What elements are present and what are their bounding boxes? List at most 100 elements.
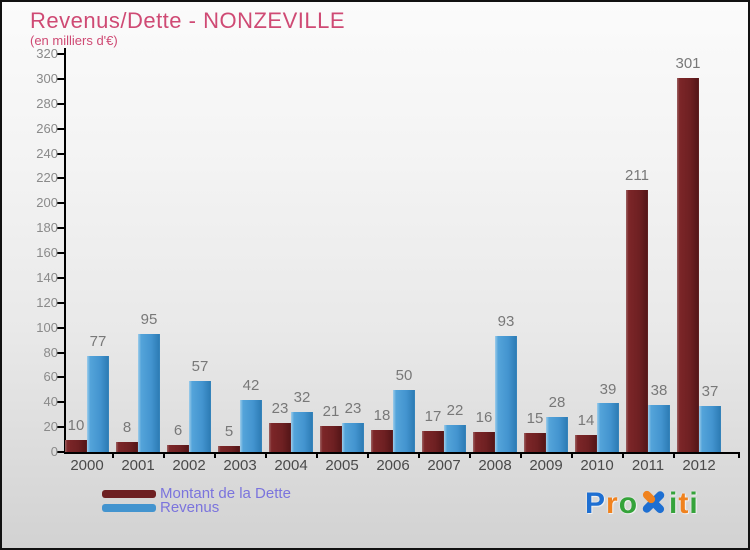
- logo-letter: o: [618, 487, 639, 520]
- x-axis-label: 2007: [427, 457, 461, 474]
- x-axis-label: 2011: [631, 457, 665, 474]
- x-axis-tick: [265, 454, 267, 458]
- bar-value-label: 23: [344, 400, 362, 418]
- x-axis-label: 2006: [376, 457, 410, 474]
- x-axis-label: 2010: [580, 457, 614, 474]
- bar-revenus-2002: [189, 381, 211, 452]
- x-axis-tick: [163, 454, 165, 458]
- bar-revenus-2003: [240, 399, 262, 452]
- bar-revenus-2010: [597, 403, 619, 452]
- bar-value-label: 28: [548, 394, 566, 412]
- legend-swatch-dette: [102, 490, 156, 498]
- bar-value-label: 8: [122, 419, 132, 437]
- bar-dette-2000: [65, 439, 87, 452]
- y-axis-tick-label: 60: [43, 369, 58, 385]
- bar-dette-2003: [218, 445, 240, 452]
- y-axis-tick-label: 40: [43, 394, 58, 410]
- x-axis-label: 2003: [223, 457, 257, 474]
- y-axis-tick-label: 140: [36, 269, 58, 285]
- logo-letter: i: [689, 487, 699, 520]
- bar-value-label: 22: [446, 401, 464, 419]
- y-axis-tick-label: 180: [36, 220, 58, 236]
- legend-label-dette: Montant de la Dette: [160, 485, 291, 502]
- y-axis-tick: [57, 276, 64, 279]
- y-axis-tick: [57, 127, 64, 130]
- bar-value-label: 37: [701, 382, 719, 400]
- bar-revenus-2005: [342, 423, 364, 452]
- legend-label-revenus: Revenus: [160, 499, 220, 516]
- logo-letter: t: [678, 487, 690, 520]
- x-axis-tick: [622, 454, 624, 458]
- x-axis-label: 2001: [121, 457, 155, 474]
- y-axis-tick-label: 100: [36, 319, 58, 335]
- bar-value-label: 10: [67, 416, 85, 434]
- bar-value-label: 15: [526, 410, 544, 428]
- x-axis-label: 2005: [325, 457, 359, 474]
- y-axis-tick: [57, 376, 64, 379]
- logo-letter: P: [585, 487, 607, 520]
- y-axis-tick: [57, 351, 64, 354]
- bar-value-label: 23: [271, 400, 289, 418]
- x-axis-tick: [367, 454, 369, 458]
- x-axis-tick: [673, 454, 675, 458]
- bar-revenus-2012: [699, 405, 721, 452]
- x-axis-tick: [214, 454, 216, 458]
- legend-swatch-revenus: [102, 504, 156, 512]
- bar-revenus-2004: [291, 412, 313, 452]
- bar-dette-2005: [320, 425, 342, 452]
- bar-value-label: 39: [599, 380, 617, 398]
- bar-value-label: 17: [424, 407, 442, 425]
- logo-letter-x: [640, 488, 667, 515]
- bar-revenus-2007: [444, 424, 466, 452]
- bar-value-label: 93: [497, 313, 515, 331]
- bar-value-label: 50: [395, 366, 413, 384]
- x-axis-label: 2012: [682, 457, 716, 474]
- y-axis-tick: [57, 252, 64, 254]
- y-axis-tick-label: 80: [43, 344, 58, 360]
- y-axis-tick-label: 280: [36, 95, 58, 111]
- bar-value-label: 5: [224, 422, 234, 440]
- x-axis: [64, 452, 740, 454]
- y-axis-tick-label: 240: [36, 145, 58, 161]
- bar-dette-2008: [473, 432, 495, 452]
- bar-dette-2011: [626, 189, 648, 452]
- y-axis-tick-label: 160: [36, 245, 58, 260]
- y-axis-tick-label: 200: [36, 195, 58, 211]
- x-axis-tick: [418, 454, 420, 458]
- bar-dette-2002: [167, 444, 189, 452]
- y-axis-tick: [57, 227, 64, 230]
- x-axis-label: 2000: [70, 457, 104, 474]
- y-axis-tick-label: 0: [50, 444, 58, 459]
- bar-revenus-2006: [393, 389, 415, 452]
- bar-value-label: 211: [625, 166, 649, 184]
- y-axis-tick: [57, 53, 64, 55]
- y-axis-tick: [57, 202, 64, 205]
- y-axis-tick-label: 300: [36, 70, 58, 86]
- bar-value-label: 16: [475, 409, 493, 427]
- y-axis-tick: [57, 102, 64, 105]
- y-axis-tick-label: 220: [36, 170, 58, 186]
- y-axis-tick: [57, 152, 64, 155]
- bar-value-label: 301: [675, 54, 701, 72]
- chart-title: Revenus/Dette - NONZEVILLE: [30, 8, 346, 33]
- bar-dette-2009: [524, 433, 546, 452]
- bar-dette-2006: [371, 429, 393, 452]
- x-axis-label: 2002: [172, 457, 206, 474]
- bar-dette-2004: [269, 423, 291, 452]
- bar-value-label: 21: [322, 402, 340, 420]
- y-axis-tick: [57, 451, 64, 453]
- y-axis-tick: [57, 301, 64, 304]
- bar-value-label: 57: [191, 358, 209, 376]
- y-axis-tick: [57, 401, 64, 404]
- bar-value-label: 42: [242, 376, 260, 394]
- y-axis-tick: [57, 426, 64, 429]
- x-axis-label: 2009: [529, 457, 563, 474]
- y-axis: [64, 48, 66, 454]
- y-axis-tick: [57, 177, 64, 180]
- bar-revenus-2009: [546, 417, 568, 452]
- bar-value-label: 6: [173, 421, 183, 439]
- bar-revenus-2011: [648, 404, 670, 452]
- y-axis-tick-label: 320: [36, 46, 58, 61]
- logo-letter: i: [669, 487, 679, 520]
- bar-dette-2012: [677, 77, 699, 452]
